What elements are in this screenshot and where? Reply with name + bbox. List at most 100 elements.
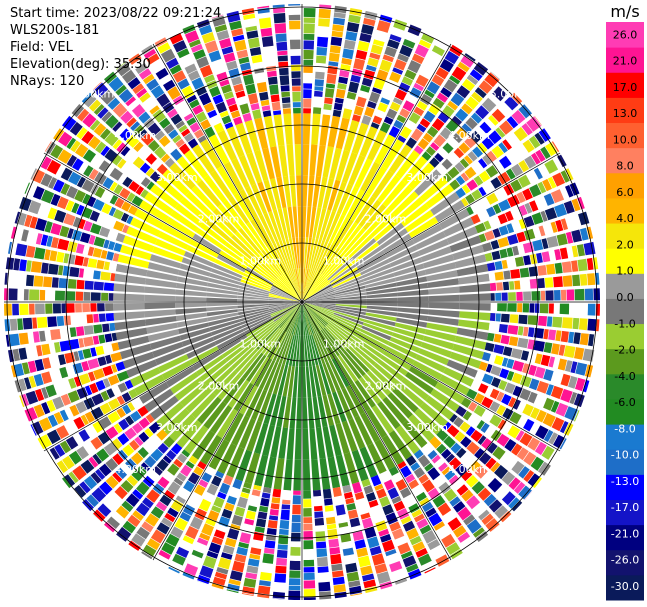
noise-gate bbox=[568, 331, 575, 344]
range-gate bbox=[327, 456, 341, 489]
noise-gate bbox=[39, 289, 46, 301]
range-gate bbox=[300, 305, 302, 336]
noise-gate bbox=[140, 132, 154, 146]
range-gate bbox=[320, 329, 340, 357]
noise-gate bbox=[49, 368, 62, 382]
range-gate bbox=[231, 158, 250, 189]
range-gate bbox=[373, 362, 401, 387]
range-gate bbox=[122, 235, 155, 253]
noise-gate bbox=[540, 354, 551, 367]
noise-gate bbox=[136, 88, 148, 99]
azimuth-spoke bbox=[152, 301, 303, 561]
range-gate bbox=[149, 254, 182, 269]
range-gate bbox=[226, 446, 245, 478]
noise-gate bbox=[230, 110, 241, 119]
ray bbox=[302, 304, 363, 596]
range-gate bbox=[341, 387, 359, 418]
range-gate bbox=[322, 178, 335, 210]
noise-gate bbox=[516, 447, 529, 461]
colorbar-tick-label: -10.0 bbox=[611, 449, 639, 462]
noise-gate bbox=[197, 135, 207, 143]
range-gate bbox=[393, 263, 425, 277]
noise-gate bbox=[150, 529, 166, 544]
noise-gate bbox=[251, 54, 263, 64]
ray bbox=[24, 303, 300, 422]
noise-gate bbox=[313, 97, 323, 108]
noise-gate bbox=[422, 479, 435, 493]
ray bbox=[304, 303, 542, 489]
noise-gate bbox=[464, 166, 477, 179]
noise-gate bbox=[475, 127, 486, 138]
noise-gate bbox=[172, 134, 182, 144]
noise-gate bbox=[489, 354, 496, 363]
noise-gate bbox=[407, 60, 422, 74]
noise-gate bbox=[153, 63, 165, 74]
noise-gate bbox=[442, 142, 454, 154]
noise-gate bbox=[555, 219, 564, 232]
colorbar-segment bbox=[606, 248, 644, 274]
noise-gate bbox=[232, 560, 245, 573]
noise-gate bbox=[78, 162, 88, 174]
range-gate bbox=[389, 251, 421, 268]
noise-gate bbox=[556, 233, 568, 246]
noise-gate bbox=[372, 39, 385, 47]
noise-gate bbox=[518, 160, 530, 173]
noise-gate bbox=[44, 221, 53, 233]
noise-gate bbox=[112, 102, 128, 118]
noise-gate bbox=[315, 63, 326, 72]
noise-gate bbox=[111, 342, 120, 352]
noise-gate bbox=[211, 505, 222, 513]
ray bbox=[226, 10, 302, 300]
noise-gate bbox=[90, 472, 102, 484]
noise-gate bbox=[132, 422, 144, 434]
range-gate bbox=[239, 385, 258, 415]
colorbar-segment bbox=[606, 22, 644, 48]
noise-gate bbox=[61, 303, 66, 314]
range-gate bbox=[330, 267, 358, 285]
noise-gate bbox=[137, 447, 149, 459]
noise-gate bbox=[482, 373, 494, 385]
noise-gate bbox=[470, 379, 481, 390]
noise-gate bbox=[543, 369, 554, 382]
range-gate bbox=[175, 296, 207, 302]
range-gate bbox=[244, 452, 261, 485]
range-gate bbox=[332, 316, 362, 332]
noise-gate bbox=[243, 577, 257, 588]
noise-gate bbox=[541, 251, 551, 263]
noise-gate bbox=[481, 352, 491, 362]
range-gate bbox=[246, 354, 267, 383]
range-gate bbox=[200, 139, 223, 170]
noise-gate bbox=[575, 377, 586, 392]
noise-gate bbox=[30, 424, 37, 436]
noise-gate bbox=[140, 189, 149, 199]
noise-gate bbox=[111, 364, 118, 373]
noise-gate bbox=[163, 79, 176, 92]
range-gate bbox=[379, 354, 408, 376]
noise-gate bbox=[64, 315, 72, 326]
noise-gate bbox=[215, 470, 225, 479]
noise-gate bbox=[343, 491, 353, 499]
noise-gate bbox=[535, 149, 546, 162]
noise-gate bbox=[455, 175, 466, 186]
range-gate bbox=[222, 199, 246, 228]
noise-gate bbox=[573, 332, 581, 345]
noise-gate bbox=[82, 113, 97, 128]
noise-gate bbox=[53, 463, 63, 476]
noise-gate bbox=[455, 108, 469, 122]
noise-gate bbox=[303, 588, 316, 597]
noise-gate bbox=[269, 84, 279, 95]
noise-gate bbox=[29, 303, 35, 315]
noise-gate bbox=[490, 177, 502, 189]
noise-gate bbox=[378, 528, 390, 537]
noise-gate bbox=[19, 395, 25, 408]
ray bbox=[303, 304, 476, 551]
colorbar-tick-label: 13.0 bbox=[613, 107, 638, 120]
noise-gate bbox=[145, 513, 160, 527]
azimuth-spoke bbox=[301, 301, 561, 452]
noise-gate bbox=[553, 157, 563, 170]
ray bbox=[4, 302, 299, 332]
noise-gate bbox=[212, 94, 224, 105]
noise-gate bbox=[291, 71, 301, 79]
noise-gate bbox=[216, 567, 229, 575]
noise-gate bbox=[409, 535, 422, 546]
